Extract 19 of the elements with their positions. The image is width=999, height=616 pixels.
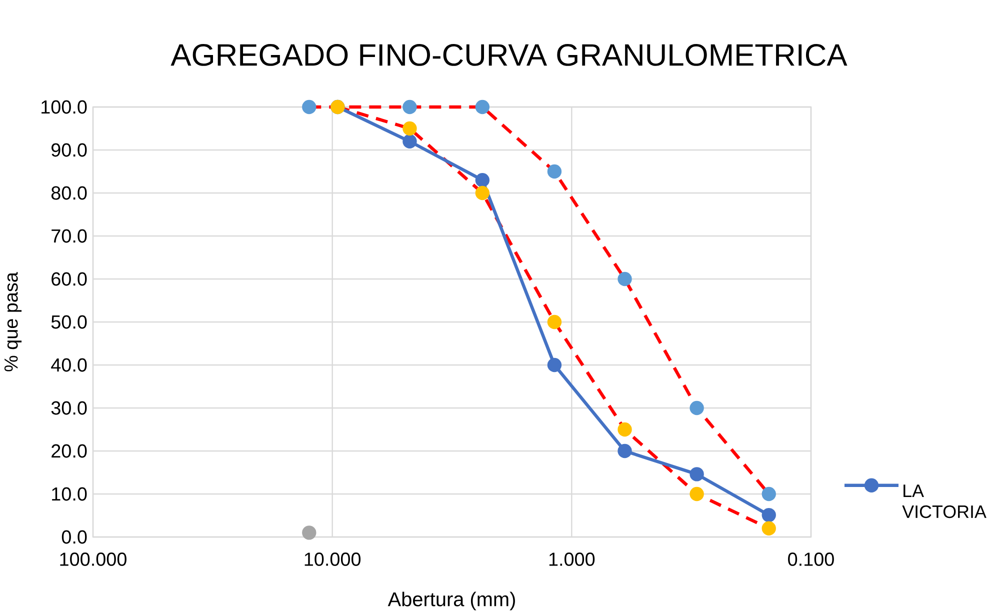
y-tick-label: 40.0 (51, 358, 87, 372)
y-tick-label: 100.0 (42, 100, 87, 114)
y-tick-label: 0.0 (62, 530, 87, 544)
x-axis-title: Abertura (mm) (388, 592, 515, 610)
chart-title: AGREGADO FINO-CURVA GRANULOMETRICA (170, 44, 848, 66)
x-tick-label: 1.000 (549, 552, 595, 566)
y-tick-label: 20.0 (52, 444, 87, 458)
y-tick-label: 60.0 (52, 272, 87, 286)
x-tick-label: 10.000 (304, 552, 361, 566)
y-tick-label: 10.0 (52, 487, 87, 501)
y-axis-title: % que pasa (4, 272, 22, 372)
y-tick-label: 70.0 (52, 229, 87, 243)
x-tick-label: 0.100 (788, 552, 834, 566)
y-tick-label: 80.0 (51, 186, 87, 200)
y-tick-label: 90.0 (52, 143, 87, 157)
legend-label: LA VICTORIA (902, 484, 986, 518)
y-tick-label: 50.0 (51, 315, 87, 329)
y-tick-label: 30.0 (51, 401, 87, 415)
x-tick-label: 100.000 (60, 552, 126, 566)
